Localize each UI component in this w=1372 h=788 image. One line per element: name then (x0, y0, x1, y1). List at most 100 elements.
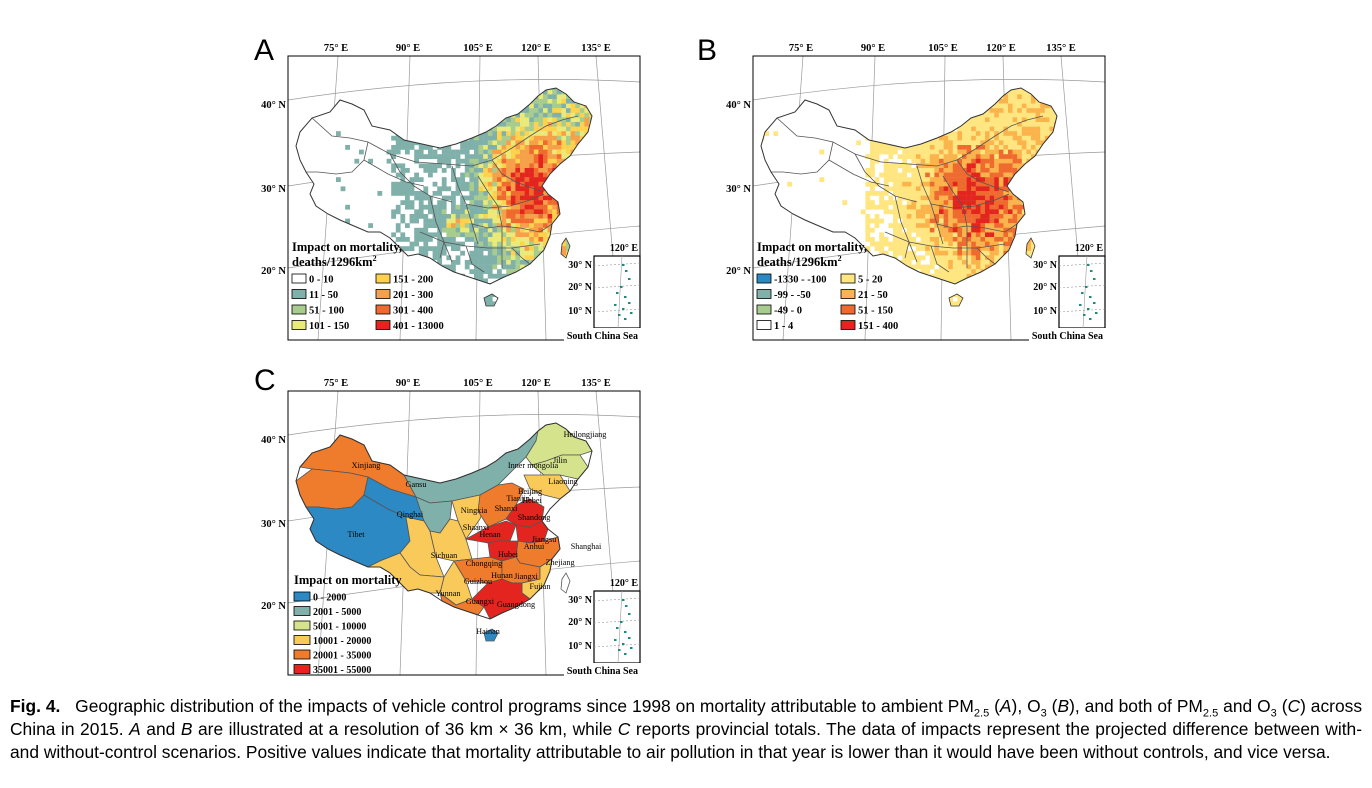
island-mark (614, 304, 617, 306)
grid-cell (510, 158, 516, 164)
grid-cell (975, 264, 981, 270)
grid-cell (865, 237, 871, 242)
island-mark (620, 286, 623, 288)
grid-cell (497, 241, 502, 247)
grid-cell (1031, 112, 1036, 118)
grid-cell (474, 232, 479, 238)
grid-cell (575, 126, 580, 132)
grid-cell (474, 273, 479, 279)
grid-cell (506, 214, 511, 219)
legend-title: Impact on mortality, (292, 240, 402, 254)
grid-cell (952, 172, 958, 178)
grid-cell (464, 195, 470, 201)
grid-cell (538, 99, 544, 104)
grid-cell (464, 223, 470, 228)
grid-cell (483, 246, 488, 251)
inset-latitude-label: 20° N (568, 282, 592, 293)
grid-cell (391, 163, 396, 169)
grid-cell (497, 214, 502, 219)
grid-cell (409, 191, 415, 196)
grid-cell (437, 186, 442, 192)
grid-cell (446, 255, 452, 261)
grid-cell (966, 237, 972, 242)
grid-cell (952, 278, 958, 284)
island-mark (628, 637, 631, 639)
grid-cell (432, 255, 438, 261)
grid-cell (538, 112, 544, 118)
grid-cell (428, 172, 433, 178)
grid-cell (400, 232, 406, 238)
legend-swatch (293, 664, 311, 674)
grid-cell (561, 122, 567, 127)
legend-title: Impact on mortality (294, 573, 402, 587)
grid-cell (865, 214, 871, 219)
grid-cell (1012, 126, 1018, 132)
grid-cell (515, 163, 521, 169)
grid-cell (474, 149, 479, 155)
grid-cell (980, 158, 986, 164)
grid-cell (874, 214, 880, 219)
grid-cell (418, 209, 424, 215)
grid-cell (483, 209, 488, 215)
grid-cell (441, 177, 447, 182)
grid-cell (929, 200, 935, 205)
province-label: Hainan (476, 627, 500, 636)
legend-swatch (375, 320, 391, 330)
grid-cell (948, 145, 953, 150)
grid-cell (893, 145, 898, 150)
grid-cell (469, 218, 475, 224)
grid-cell (943, 264, 949, 270)
grid-cell (520, 195, 525, 201)
grid-cell (888, 154, 894, 159)
grid-cell (980, 227, 986, 233)
grid-cell (998, 181, 1004, 187)
grid-cell (483, 260, 488, 265)
island-mark (616, 627, 619, 629)
grid-cell (469, 191, 475, 196)
grid-cell (414, 177, 419, 182)
country-outline (295, 87, 593, 285)
grid-cell (920, 186, 926, 192)
grid-cell (902, 209, 907, 215)
grid-cell (501, 204, 507, 210)
grid-cell (520, 241, 525, 247)
grid-cell (464, 172, 470, 178)
grid-cell (492, 232, 498, 238)
grid-cell (566, 103, 571, 109)
grid-cell (1017, 140, 1022, 146)
grid-cell (432, 223, 438, 228)
grid-cell (501, 195, 507, 201)
grid-cell (529, 241, 534, 247)
grid-cell (957, 172, 963, 178)
legend-label: 101 - 150 (309, 321, 349, 332)
grid-cell (939, 255, 944, 261)
legend-label: 2001 - 5000 (313, 607, 361, 618)
grid-cell (1026, 103, 1032, 109)
grid-cell (561, 154, 567, 159)
grid-cell (925, 264, 930, 270)
grid-cell (902, 191, 907, 196)
grid-cell (460, 149, 465, 155)
grid-cell (1003, 209, 1009, 215)
grid-cell (929, 145, 935, 150)
grid-cell (464, 237, 470, 242)
grid-cell (943, 177, 949, 182)
grid-cell (994, 117, 999, 123)
grid-cell (478, 232, 484, 238)
province-label: Heilongjiang (564, 430, 607, 439)
grid-cell (395, 140, 401, 146)
grid-cell (925, 172, 930, 178)
grid-cell (515, 195, 521, 201)
grid-cell (510, 269, 516, 274)
grid-cell (506, 186, 511, 192)
grid-cell (391, 168, 396, 173)
grid-cell (980, 223, 986, 228)
grid-cell (464, 227, 470, 233)
grid-cell (515, 172, 521, 178)
grid-cell (1021, 89, 1027, 95)
grid-cell (409, 145, 415, 150)
grid-cell (524, 154, 530, 159)
grid-cell (529, 204, 534, 210)
grid-cell (510, 237, 516, 242)
grid-cell (897, 200, 903, 205)
